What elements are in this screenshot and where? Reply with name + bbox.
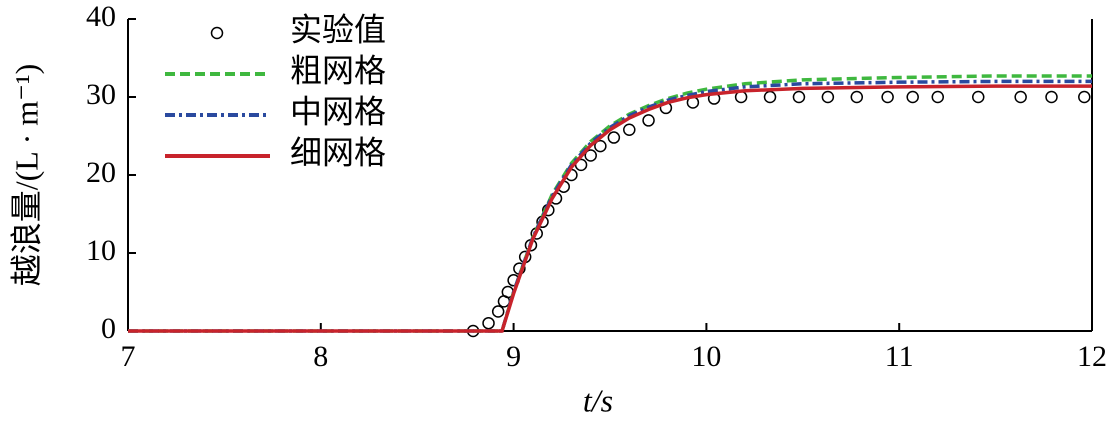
data-point [584, 149, 597, 162]
data-line [128, 79, 1092, 333]
y-axis-label: 越浪量/(L · m⁻¹) [8, 64, 44, 287]
x-tick-label: 8 [313, 340, 328, 373]
x-tick-label: 11 [885, 340, 914, 373]
x-tick-label: 12 [1077, 340, 1107, 373]
data-point [482, 316, 495, 330]
data-point [1045, 90, 1058, 104]
x-tick-label: 7 [121, 340, 136, 373]
legend-label: 中网格 [290, 93, 386, 129]
data-point [931, 90, 945, 104]
data-point [623, 123, 636, 137]
legend-marker [210, 26, 224, 40]
data-point [763, 90, 777, 104]
data-point [1078, 90, 1091, 104]
legend-label: 细网格 [290, 134, 386, 170]
y-tick-label: 10 [86, 234, 116, 267]
y-tick-label: 0 [101, 312, 116, 345]
data-point [491, 305, 505, 318]
legend-label: 实验值 [290, 11, 386, 47]
data-point [607, 131, 621, 144]
x-tick-label: 10 [691, 340, 721, 373]
y-tick-label: 30 [86, 78, 116, 111]
x-tick-label: 9 [506, 340, 521, 373]
y-tick-label: 40 [86, 0, 116, 33]
data-point [594, 139, 607, 153]
data-point [971, 90, 985, 104]
x-axis-label: t/s [583, 382, 613, 418]
data-point [850, 90, 864, 104]
data-point [821, 90, 835, 104]
data-point [1014, 90, 1027, 104]
data-point [642, 114, 655, 127]
data-point [906, 90, 919, 104]
y-tick-label: 20 [86, 156, 116, 189]
legend-label: 粗网格 [290, 52, 386, 88]
data-line [128, 84, 1092, 333]
data-point [792, 90, 806, 104]
data-line [128, 74, 1092, 333]
data-point [881, 90, 894, 104]
